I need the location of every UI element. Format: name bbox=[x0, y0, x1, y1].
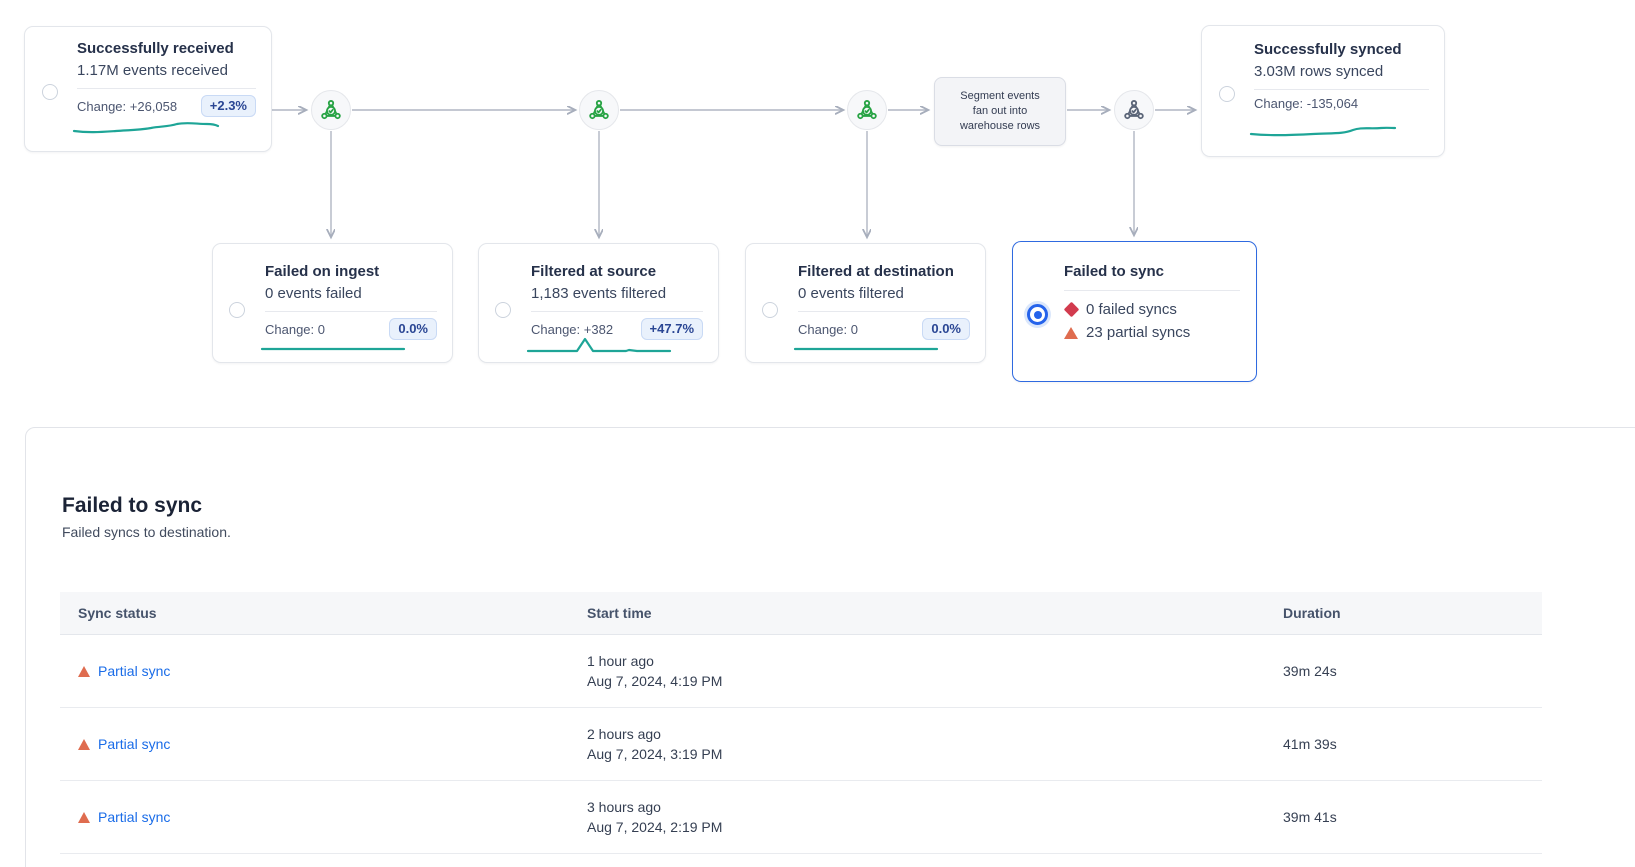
divider bbox=[1254, 89, 1429, 90]
fan-out-note-line: fan out into bbox=[972, 105, 1028, 117]
start-time-absolute: Aug 7, 2024, 2:19 PM bbox=[587, 819, 723, 835]
table-row: Partial sync 3 hours ago Aug 7, 2024, 2:… bbox=[60, 781, 1542, 854]
metric-card-filtered-source[interactable]: Filtered at source 1,183 events filtered… bbox=[478, 243, 719, 363]
table-row: Partial sync 2 hours ago Aug 7, 2024, 3:… bbox=[60, 708, 1542, 781]
metric-card-body: Successfully synced 3.03M rows synced Ch… bbox=[1254, 40, 1429, 111]
radio-failed-ingest[interactable] bbox=[229, 302, 245, 318]
metric-change-badge: 0.0% bbox=[389, 318, 437, 340]
radio-received[interactable] bbox=[42, 84, 58, 100]
panel-title: Failed to sync bbox=[62, 494, 203, 517]
partial-syncs-count: 23 partial syncs bbox=[1086, 324, 1191, 341]
table-row: Partial sync 1 hour ago Aug 7, 2024, 4:1… bbox=[60, 635, 1542, 708]
metric-change: Change: 0 bbox=[265, 321, 325, 337]
metric-title: Failed to sync bbox=[1064, 263, 1165, 280]
metric-change: Change: 0 bbox=[798, 321, 858, 337]
column-header-duration: Duration bbox=[1283, 605, 1341, 621]
metric-card-body: Filtered at source 1,183 events filtered… bbox=[531, 262, 703, 340]
start-time-relative: 1 hour ago bbox=[587, 653, 654, 669]
triangle-warning-icon bbox=[78, 665, 90, 677]
metric-value: 0 events filtered bbox=[798, 285, 904, 302]
source-filter-step-icon bbox=[579, 90, 619, 130]
divider bbox=[531, 311, 703, 312]
metric-title: Successfully received bbox=[77, 40, 234, 57]
sync-duration: 39m 41s bbox=[1283, 809, 1337, 825]
failed-syncs-count: 0 failed syncs bbox=[1086, 301, 1177, 318]
triangle-warning-icon bbox=[78, 811, 90, 823]
start-time-relative: 3 hours ago bbox=[587, 799, 661, 815]
divider bbox=[265, 311, 437, 312]
sparkline bbox=[1249, 126, 1397, 137]
sync-status-link[interactable]: Partial sync bbox=[98, 809, 171, 825]
metric-change: Change: -135,064 bbox=[1254, 96, 1359, 111]
sync-status-link[interactable]: Partial sync bbox=[98, 663, 171, 679]
failed-to-sync-panel: Failed to sync Failed syncs to destinati… bbox=[25, 427, 1635, 867]
metric-card-body: Filtered at destination 0 events filtere… bbox=[798, 262, 970, 340]
divider bbox=[798, 311, 970, 312]
metric-card-body: Failed to sync 0 failed syncs 23 partial… bbox=[1063, 262, 1240, 342]
metric-change: Change: +26,058 bbox=[77, 98, 178, 114]
metric-value: 0 events failed bbox=[265, 285, 362, 302]
radio-filtered-source[interactable] bbox=[495, 302, 511, 318]
triangle-warning-icon bbox=[1064, 326, 1078, 339]
metric-card-failed-sync[interactable]: Failed to sync 0 failed syncs 23 partial… bbox=[1012, 241, 1257, 382]
sync-check-network-icon bbox=[589, 100, 609, 120]
destination-filter-step-icon bbox=[847, 90, 887, 130]
metric-change-badge: +2.3% bbox=[200, 95, 256, 117]
sync-check-network-icon bbox=[857, 100, 877, 120]
radio-failed-sync[interactable] bbox=[1027, 304, 1048, 325]
metric-change: Change: +382 bbox=[531, 321, 614, 337]
start-time-relative: 2 hours ago bbox=[587, 726, 661, 742]
metric-value: 3.03M rows synced bbox=[1254, 63, 1384, 80]
sync-duration: 39m 24s bbox=[1283, 663, 1337, 679]
column-header-sync-status: Sync status bbox=[78, 605, 157, 621]
metric-value: 1,183 events filtered bbox=[531, 285, 667, 302]
metric-card-received[interactable]: Successfully received 1.17M events recei… bbox=[24, 26, 272, 152]
divider bbox=[77, 88, 256, 89]
metric-card-failed-ingest[interactable]: Failed on ingest 0 events failed Change:… bbox=[212, 243, 453, 363]
radio-synced[interactable] bbox=[1219, 86, 1235, 102]
start-time-absolute: Aug 7, 2024, 3:19 PM bbox=[587, 746, 723, 762]
sync-check-network-icon bbox=[1124, 100, 1144, 120]
table-header-row: Sync status Start time Duration bbox=[60, 592, 1542, 635]
sparkline bbox=[526, 337, 672, 353]
metric-card-body: Failed on ingest 0 events failed Change:… bbox=[265, 262, 437, 340]
sparkline bbox=[260, 347, 406, 351]
panel-subtitle: Failed syncs to destination. bbox=[62, 524, 231, 540]
metric-change-badge: 0.0% bbox=[922, 318, 970, 340]
fan-out-note: Segment events fan out into warehouse ro… bbox=[934, 77, 1066, 146]
metric-title: Failed on ingest bbox=[265, 263, 380, 280]
sync-check-network-icon bbox=[321, 100, 341, 120]
radio-filtered-destination[interactable] bbox=[762, 302, 778, 318]
metric-title: Successfully synced bbox=[1254, 41, 1402, 58]
metric-title: Filtered at destination bbox=[798, 263, 954, 280]
sparkline bbox=[72, 122, 220, 134]
diamond-icon bbox=[1063, 301, 1080, 318]
sync-step-icon bbox=[1114, 90, 1154, 130]
triangle-warning-icon bbox=[78, 738, 90, 750]
sync-status-link[interactable]: Partial sync bbox=[98, 736, 171, 752]
metric-card-synced[interactable]: Successfully synced 3.03M rows synced Ch… bbox=[1201, 25, 1445, 157]
metric-change-badge: +47.7% bbox=[640, 318, 703, 340]
metric-title: Filtered at source bbox=[531, 263, 657, 280]
metric-value: 1.17M events received bbox=[77, 62, 228, 79]
column-header-start-time: Start time bbox=[587, 605, 652, 621]
start-time-absolute: Aug 7, 2024, 4:19 PM bbox=[587, 673, 723, 689]
fan-out-note-line: warehouse rows bbox=[959, 120, 1041, 132]
sparkline bbox=[793, 347, 939, 351]
sync-duration: 41m 39s bbox=[1283, 736, 1337, 752]
sync-table: Sync status Start time Duration Partial … bbox=[60, 592, 1542, 854]
ingest-step-icon bbox=[311, 90, 351, 130]
metric-card-body: Successfully received 1.17M events recei… bbox=[77, 39, 256, 117]
divider bbox=[1064, 290, 1240, 291]
metric-card-filtered-destination[interactable]: Filtered at destination 0 events filtere… bbox=[745, 243, 986, 363]
fan-out-note-line: Segment events bbox=[960, 90, 1040, 102]
